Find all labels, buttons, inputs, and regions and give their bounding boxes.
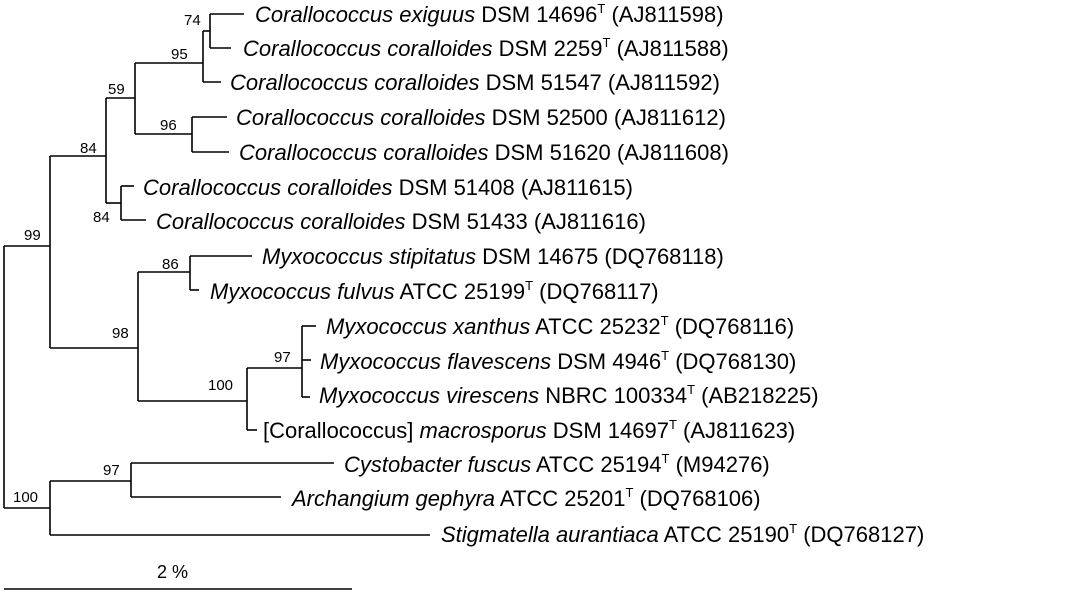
taxon-strain: DSM 51408 [392, 175, 514, 200]
type-strain-mark: T [661, 348, 669, 363]
taxon-species-name: Corallococcus exiguus [255, 2, 475, 27]
bootstrap-value: 100 [13, 489, 38, 506]
taxon-label: Stigmatella aurantiaca ATCC 25190T (DQ76… [441, 521, 924, 547]
bootstrap-value: 84 [80, 140, 97, 157]
bootstrap-value: 98 [112, 325, 129, 342]
taxon-accession: (DQ768127) [797, 522, 924, 547]
type-strain-mark: T [789, 521, 797, 536]
taxon-label: Corallococcus coralloides DSM 51433 (AJ8… [156, 209, 646, 234]
taxon-accession: (AJ811612) [608, 105, 726, 130]
taxon-species-name: Corallococcus coralloides [243, 36, 492, 61]
taxon-species-name: Stigmatella aurantiaca [441, 522, 659, 547]
scale-bar: 2 % [4, 562, 352, 590]
bootstrap-value: 97 [274, 349, 291, 366]
taxon-label: Cystobacter fuscus ATCC 25194T (M94276) [344, 451, 770, 477]
taxon-strain: ATCC 25199 [395, 279, 525, 304]
taxon-species-name: Corallococcus coralloides [230, 70, 479, 95]
type-strain-mark: T [625, 485, 633, 500]
bootstrap-value: 99 [24, 227, 41, 244]
taxon-label: [Corallococcus] macrosporus DSM 14697T (… [263, 417, 795, 443]
taxon-accession: (AJ811598) [605, 2, 723, 27]
taxon-accession: (AJ811592) [602, 70, 720, 95]
bootstrap-value: 84 [93, 209, 110, 226]
taxon-species-name: Corallococcus coralloides [236, 105, 485, 130]
taxon-accession: (M94276) [669, 452, 769, 477]
bootstrap-value: 95 [171, 46, 188, 63]
type-strain-mark: T [603, 35, 611, 50]
taxon-species-name: Cystobacter fuscus [344, 452, 531, 477]
taxon-strain: ATCC 25190 [659, 522, 789, 547]
taxon-label: Archangium gephyra ATCC 25201T (DQ768106… [290, 485, 761, 511]
taxon-species-name: Corallococcus coralloides [143, 175, 392, 200]
taxon-accession: (AB218225) [695, 383, 819, 408]
taxon-strain: DSM 52500 [485, 105, 607, 130]
type-strain-mark: T [525, 278, 533, 293]
taxon-species-name: Myxococcus virescens [319, 383, 539, 408]
taxon-species-name: Myxococcus stipitatus [262, 244, 476, 269]
taxon-labels: Corallococcus exiguus DSM 14696T (AJ8115… [143, 1, 924, 547]
taxon-strain: DSM 51620 [488, 140, 610, 165]
taxon-accession: (AJ811615) [515, 175, 633, 200]
taxon-label: Corallococcus coralloides DSM 51620 (AJ8… [239, 140, 729, 165]
taxon-strain: DSM 14696 [475, 2, 597, 27]
taxon-accession: (DQ768118) [598, 244, 724, 269]
taxon-label: Myxococcus flavescens DSM 4946T (DQ76813… [320, 348, 796, 374]
bootstrap-value: 86 [162, 256, 179, 273]
taxon-label: Corallococcus coralloides DSM 51408 (AJ8… [143, 175, 633, 200]
taxon-species-name: Archangium gephyra [290, 486, 495, 511]
type-strain-mark: T [662, 451, 670, 466]
taxon-species-name: Myxococcus fulvus [210, 279, 395, 304]
taxon-label: Corallococcus coralloides DSM 52500 (AJ8… [236, 105, 726, 130]
taxon-strain: DSM 51547 [479, 70, 601, 95]
taxon-species-name: Corallococcus coralloides [239, 140, 488, 165]
bootstrap-value: 74 [184, 12, 201, 29]
bootstrap-value: 96 [160, 117, 177, 134]
scale-bar-label: 2 % [157, 562, 188, 582]
taxon-label: Myxococcus virescens NBRC 100334T (AB218… [319, 382, 819, 408]
taxon-strain: DSM 4946 [551, 349, 661, 374]
taxon-label: Corallococcus exiguus DSM 14696T (AJ8115… [255, 1, 724, 27]
taxon-genus-prefix: [Corallococcus] [263, 418, 420, 443]
taxon-strain: DSM 2259 [492, 36, 602, 61]
taxon-strain: NBRC 100334 [539, 383, 687, 408]
taxon-species-name: macrosporus [420, 418, 547, 443]
taxon-strain: ATCC 25201 [495, 486, 625, 511]
taxon-strain: ATCC 25194 [531, 452, 661, 477]
taxon-label: Myxococcus stipitatus DSM 14675 (DQ76811… [262, 244, 724, 269]
taxon-strain: DSM 51433 [405, 209, 527, 234]
bootstrap-value: 59 [108, 81, 125, 98]
taxon-label: Corallococcus coralloides DSM 2259T (AJ8… [243, 35, 729, 61]
taxon-species-name: Corallococcus coralloides [156, 209, 405, 234]
taxon-accession: (DQ768116) [669, 314, 795, 339]
type-strain-mark: T [669, 417, 677, 432]
bootstrap-values: 74 95 59 96 84 84 99 86 98 97 100 97 100 [13, 12, 291, 506]
taxon-accession: (DQ768130) [669, 349, 796, 374]
type-strain-mark: T [661, 313, 669, 328]
taxon-accession: (AJ811588) [610, 36, 728, 61]
bootstrap-value: 97 [103, 462, 120, 479]
taxon-accession: (DQ768106) [633, 486, 760, 511]
taxon-label: Myxococcus fulvus ATCC 25199T (DQ768117) [210, 278, 659, 304]
taxon-species-name: Myxococcus flavescens [320, 349, 551, 374]
taxon-accession: (DQ768117) [533, 279, 659, 304]
taxon-strain: ATCC 25232 [530, 314, 660, 339]
type-strain-mark: T [687, 382, 695, 397]
taxon-accession: (AJ811608) [611, 140, 729, 165]
taxon-label: Myxococcus xanthus ATCC 25232T (DQ768116… [326, 313, 794, 339]
taxon-strain: DSM 14697 [547, 418, 669, 443]
taxon-label: Corallococcus coralloides DSM 51547 (AJ8… [230, 70, 720, 95]
taxon-strain: DSM 14675 [476, 244, 598, 269]
taxon-accession: (AJ811623) [677, 418, 795, 443]
tree-branches [3, 13, 430, 536]
taxon-species-name: Myxococcus xanthus [326, 314, 530, 339]
taxon-accession: (AJ811616) [528, 209, 646, 234]
type-strain-mark: T [597, 1, 605, 16]
bootstrap-value: 100 [208, 377, 233, 394]
